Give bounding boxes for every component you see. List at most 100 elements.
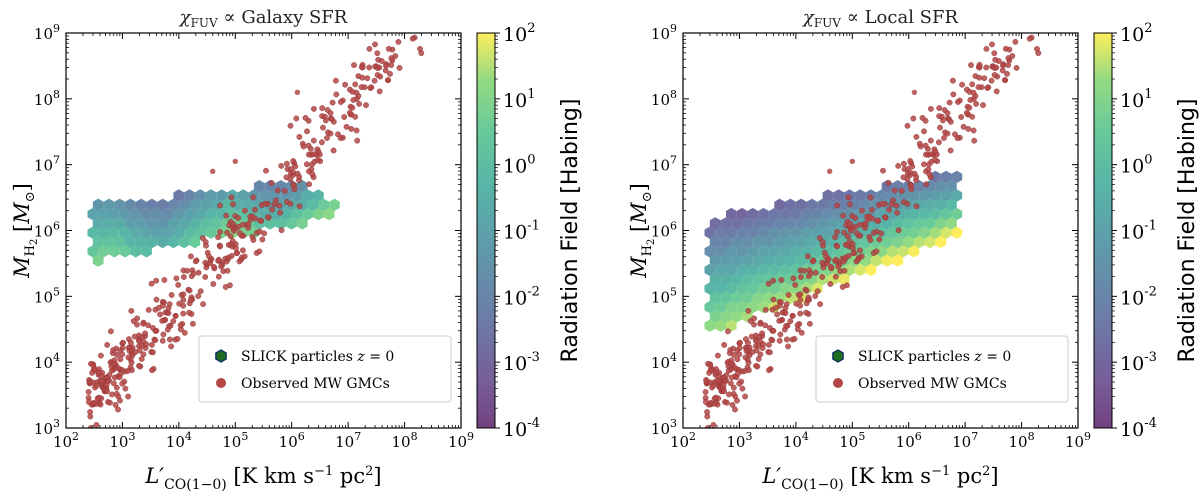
gmc-point xyxy=(973,101,979,107)
gmc-point xyxy=(757,351,764,358)
gmc-point xyxy=(847,201,853,208)
hexbin-cell xyxy=(184,226,195,239)
gmc-point xyxy=(372,41,378,48)
hexbin-cell xyxy=(200,198,211,211)
gmc-point xyxy=(276,202,283,209)
hexbin-cell xyxy=(704,226,716,239)
gmc-point xyxy=(108,367,115,374)
hexbin-cell xyxy=(726,282,737,295)
gmc-point xyxy=(745,339,751,346)
gmc-point xyxy=(200,301,207,307)
y-tick-label: 109 xyxy=(651,22,677,43)
gmc-point xyxy=(327,130,334,137)
gmc-point xyxy=(145,306,152,313)
gmc-point xyxy=(128,359,135,366)
gmc-point xyxy=(131,333,138,340)
hexbin-cell xyxy=(726,245,737,258)
hexbin-cell xyxy=(758,245,769,258)
gmc-point xyxy=(168,343,175,350)
hexbin-cell xyxy=(720,254,732,267)
colorbar-tick-label: 10-2 xyxy=(503,284,540,309)
hexbin-cell xyxy=(785,254,796,267)
gmc-point xyxy=(119,351,126,358)
gmc-point xyxy=(869,206,875,213)
hexbin-cell xyxy=(935,235,947,249)
gmc-point xyxy=(913,173,920,180)
hexbin-cell xyxy=(795,235,807,249)
hexbin-cell xyxy=(731,235,743,249)
gmc-point xyxy=(98,372,105,379)
gmc-point xyxy=(281,188,288,194)
hexbin-cell xyxy=(146,198,158,211)
gmc-point xyxy=(278,227,285,234)
gmc-point xyxy=(136,362,142,369)
hexbin-cell xyxy=(157,235,168,249)
hexbin-1 xyxy=(87,180,340,267)
hexbin-cell xyxy=(801,207,812,221)
gmc-point xyxy=(874,217,880,224)
gmc-point xyxy=(842,254,849,261)
hexbin-cell xyxy=(903,235,914,249)
gmc-point xyxy=(867,237,874,244)
hexbin-cell xyxy=(736,207,748,221)
hexbin-cell xyxy=(307,198,319,211)
hexbin-cell xyxy=(92,198,104,211)
gmc-point xyxy=(271,201,278,208)
hexbin-cell xyxy=(704,245,716,258)
hexbin-cell xyxy=(162,226,174,239)
hexbin-cell xyxy=(811,245,823,258)
gmc-point xyxy=(359,74,366,81)
hexbin-cell xyxy=(806,235,818,249)
gmc-point xyxy=(928,151,935,158)
gmc-point xyxy=(820,264,827,271)
gmc-point xyxy=(110,347,117,353)
gmc-point xyxy=(970,127,977,134)
gmc-point xyxy=(115,365,122,371)
gmc-point xyxy=(396,65,403,71)
x-tick-label: 103 xyxy=(726,430,752,451)
hexbin-cell xyxy=(747,245,759,258)
hexbin-cell xyxy=(291,207,303,221)
hexbin-cell xyxy=(930,226,941,239)
hexbin-cell xyxy=(785,198,796,211)
gmc-point xyxy=(293,115,300,122)
hexbin-cell xyxy=(130,207,142,221)
gmc-point xyxy=(390,24,395,29)
gmc-point xyxy=(148,280,155,287)
gmc-point xyxy=(741,368,748,374)
gmc-point xyxy=(946,99,953,106)
gmc-point xyxy=(907,158,914,164)
gmc-point xyxy=(798,274,804,280)
hexbin-cell xyxy=(747,263,759,277)
gmc-point xyxy=(835,263,841,270)
gmc-point xyxy=(274,187,281,194)
hexbin-cell xyxy=(785,217,796,230)
colorbar-tick-label: 10-3 xyxy=(1120,350,1157,375)
colorbar-label: Radiation Field [Habing] xyxy=(558,99,583,363)
gmc-point xyxy=(991,65,998,72)
hexbin-cell xyxy=(114,198,126,211)
gmc-point xyxy=(797,302,804,309)
hexbin-cell xyxy=(940,207,952,221)
gmc-point xyxy=(140,351,147,358)
gmc-point xyxy=(96,394,102,401)
gmc-point xyxy=(770,277,777,284)
gmc-point xyxy=(1032,20,1037,25)
gmc-point xyxy=(782,305,789,311)
hexbin-cell xyxy=(913,180,925,193)
gmc-point xyxy=(828,263,834,270)
gmc-point xyxy=(145,322,152,329)
gmc-point xyxy=(968,62,974,68)
gmc-point xyxy=(928,106,934,112)
hexbin-cell xyxy=(919,189,930,202)
hexbin-cell xyxy=(704,319,716,332)
gmc-point xyxy=(970,89,977,96)
gmc-point xyxy=(706,369,712,376)
gmc-point xyxy=(721,341,728,348)
gmc-point xyxy=(303,161,310,168)
gmc-point xyxy=(103,382,110,389)
gmc-point xyxy=(794,322,801,329)
panel-title: χFUV ∝ Local SFR xyxy=(801,7,959,30)
hexbin-cell xyxy=(168,217,179,230)
hexbin-cell xyxy=(720,310,732,323)
